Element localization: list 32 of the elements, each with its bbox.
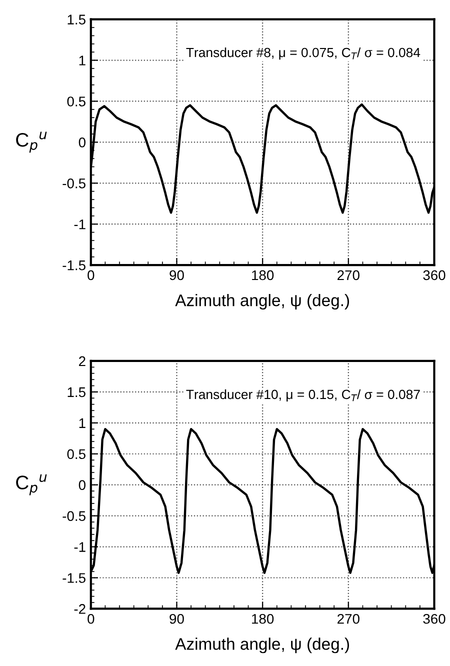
y-tick-label: 0 (78, 138, 86, 148)
x-tick-label: 180 (252, 614, 274, 624)
y-tick-label: 1.5 (68, 387, 86, 398)
y-tick-label: 1 (79, 56, 86, 66)
x-tick-label: 270 (338, 270, 360, 280)
y-axis-title: C$_{p}$$^{u}$ (16, 132, 47, 153)
y-tick-label: 2 (79, 356, 86, 366)
y-tick-label: -1.5 (62, 573, 86, 583)
y-tick-label: -1.5 (62, 260, 86, 270)
y-axis-title: C$_{p}$$^{u}$ (16, 474, 47, 496)
y-tick-label: 1.5 (68, 14, 86, 24)
x-tick-label: 0 (88, 270, 94, 280)
y-tick-label: 0 (78, 480, 86, 490)
x-tick-label: 180 (252, 270, 274, 280)
y-tick-label: -1 (74, 542, 86, 552)
y-tick-label: -0.5 (62, 511, 86, 521)
x-tick-label: 360 (423, 614, 446, 624)
y-tick-label: -2 (74, 604, 86, 614)
x-axis-title: Azimuth angle, ψ (deg.) (175, 638, 350, 654)
y-tick-label: -1 (74, 220, 86, 230)
x-tick-label: 0 (88, 614, 94, 624)
x-tick-label: 90 (170, 270, 184, 280)
y-tick-label: 0.5 (67, 96, 86, 106)
x-tick-label: 90 (170, 614, 184, 624)
annotation: Transducer #10, μ = 0.15, C$_{T}$/ σ = 0.087 (186, 389, 420, 402)
x-tick-label: 270 (338, 614, 360, 624)
x-axis-title: Azimuth angle, ψ (deg.) (175, 294, 350, 310)
y-tick-label: 1 (79, 418, 86, 428)
y-tick-label: -0.5 (62, 178, 86, 188)
y-tick-label: 0.5 (67, 449, 86, 460)
annotation: Transducer #8, μ = 0.075, C$_{T}$/ σ = 0.084 (186, 48, 420, 60)
x-tick-label: 360 (423, 270, 446, 280)
